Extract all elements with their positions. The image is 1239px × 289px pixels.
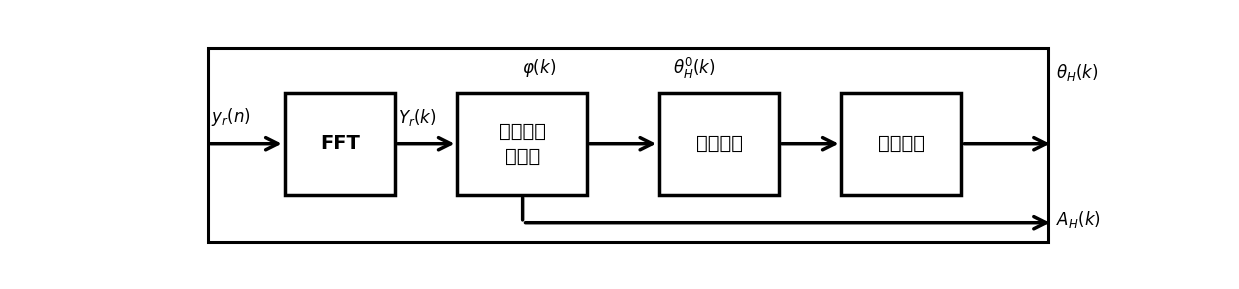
Bar (208, 48, 1048, 242)
Text: $A_H(k)$: $A_H(k)$ (1056, 209, 1100, 230)
Bar (659, 92, 779, 195)
Bar (457, 92, 587, 195)
Text: $Y_r(k)$: $Y_r(k)$ (398, 107, 436, 127)
Bar (285, 92, 395, 195)
Text: $\theta_H(k)$: $\theta_H(k)$ (1056, 62, 1098, 83)
Bar (841, 92, 961, 195)
Text: $\theta_H^0(k)$: $\theta_H^0(k)$ (674, 55, 716, 81)
Text: FFT: FFT (320, 134, 359, 153)
Text: 相位旋转: 相位旋转 (695, 134, 742, 153)
Text: $\varphi(k)$: $\varphi(k)$ (522, 57, 556, 79)
Text: 相位修正: 相位修正 (878, 134, 926, 153)
Text: 计算幅度
和相位: 计算幅度 和相位 (498, 122, 545, 166)
Text: $y_r(n)$: $y_r(n)$ (211, 106, 250, 128)
